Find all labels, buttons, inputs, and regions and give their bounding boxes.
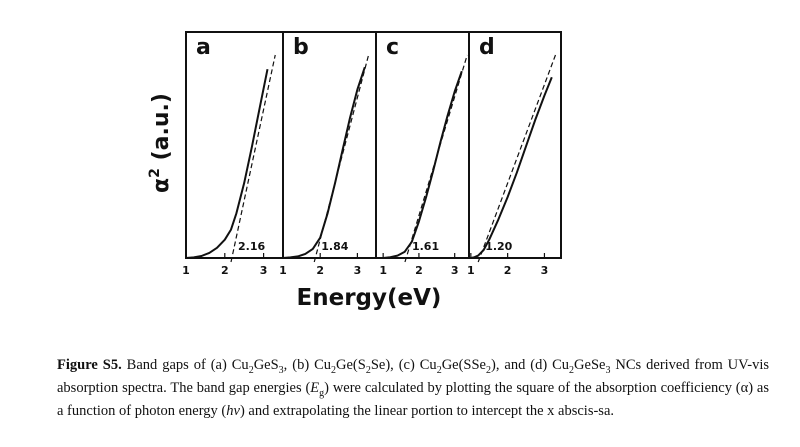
x-tick-label: 2 bbox=[221, 264, 229, 277]
absorption-curve bbox=[470, 76, 553, 259]
x-tick-label: 3 bbox=[354, 264, 362, 277]
caption-text: GeS bbox=[253, 357, 279, 373]
absorption-curve bbox=[282, 66, 366, 259]
panel-letter: b bbox=[293, 35, 309, 60]
panel-a: a 1 2 3 2.16 bbox=[182, 31, 284, 277]
x-tick-label: 1 bbox=[467, 264, 475, 277]
x-tick-label: 3 bbox=[451, 264, 459, 277]
absorption-curve bbox=[383, 70, 463, 259]
figure: α2 (a.u.) a 1 2 3 2.16 b 1 2 3 1.84 c 1 2 3 1.61 d 1 2 3 1.… bbox=[147, 31, 562, 311]
caption-text: GeSe bbox=[574, 357, 606, 373]
caption-sub: 2 bbox=[569, 364, 575, 376]
panel-d: d 1 2 3 1.20 bbox=[467, 31, 562, 277]
caption-text: , (b) Cu bbox=[283, 357, 332, 373]
caption-text: ) were calculated by plotting the square… bbox=[57, 380, 769, 419]
panels: a 1 2 3 2.16 b 1 2 3 1.84 c 1 2 3 1.61 d 1 2 3 1.20 bbox=[182, 31, 562, 277]
extrapolation-line bbox=[313, 54, 370, 263]
caption-italic: hv bbox=[226, 403, 240, 419]
x-tick-label: 2 bbox=[504, 264, 512, 277]
absorption-curve bbox=[185, 69, 269, 259]
panel-frame bbox=[185, 31, 284, 259]
caption-italic: E bbox=[310, 380, 320, 396]
panel-frame bbox=[468, 31, 562, 259]
panel-letter: a bbox=[196, 35, 211, 60]
panel-letter: d bbox=[479, 35, 495, 60]
caption-text: NCs derived from UV-vis absorption spect… bbox=[57, 357, 770, 396]
caption-label: Figure S5. bbox=[57, 357, 122, 373]
caption-sub: 2 bbox=[486, 364, 491, 376]
x-tick-label: 2 bbox=[415, 264, 423, 277]
y-axis-label: α2 (a.u.) bbox=[147, 93, 174, 193]
caption-text: ) and extrapolating the linear portion t… bbox=[239, 403, 615, 419]
caption-text: Ge(S bbox=[336, 357, 366, 373]
x-tick-label: 2 bbox=[316, 264, 324, 277]
x-tick-label: 1 bbox=[379, 264, 387, 277]
x-tick-label: 1 bbox=[279, 264, 287, 277]
panel-frame bbox=[375, 31, 470, 259]
band-gap-label: 1.61 bbox=[412, 240, 439, 253]
band-gap-label: 1.20 bbox=[485, 240, 512, 253]
x-tick-label: 1 bbox=[182, 264, 190, 277]
panel-b: b 1 2 3 1.84 bbox=[279, 31, 377, 277]
x-tick-label: 3 bbox=[541, 264, 549, 277]
band-gap-label: 2.16 bbox=[238, 240, 265, 253]
extrapolation-line bbox=[230, 54, 276, 263]
caption-sub: 2 bbox=[436, 364, 442, 376]
caption-sub: 2 bbox=[365, 364, 371, 376]
x-tick-label: 3 bbox=[260, 264, 268, 277]
panel-c: c 1 2 3 1.61 bbox=[375, 31, 470, 277]
caption-sub: g bbox=[319, 387, 325, 399]
panel-frame bbox=[282, 31, 377, 259]
caption-sub: 2 bbox=[248, 364, 254, 376]
caption-text: ), and (d) Cu bbox=[491, 357, 570, 373]
caption-sub: 2 bbox=[331, 364, 337, 376]
extrapolation-line bbox=[404, 54, 468, 263]
panel-letter: c bbox=[386, 35, 399, 60]
caption-sub: 3 bbox=[278, 364, 284, 376]
band-gap-label: 1.84 bbox=[321, 240, 348, 253]
caption-text: Band gaps of (a) Cu bbox=[121, 357, 249, 373]
extrapolation-line bbox=[477, 54, 557, 263]
figure-caption: Figure S5. Band gaps of (a) Cu2GeS3, (b)… bbox=[57, 354, 769, 423]
caption-text: Ge(SSe bbox=[441, 357, 486, 373]
caption-text: Se), (c) Cu bbox=[370, 357, 437, 373]
caption-sub: 3 bbox=[605, 364, 611, 376]
x-axis-label: Energy(eV) bbox=[297, 285, 442, 311]
